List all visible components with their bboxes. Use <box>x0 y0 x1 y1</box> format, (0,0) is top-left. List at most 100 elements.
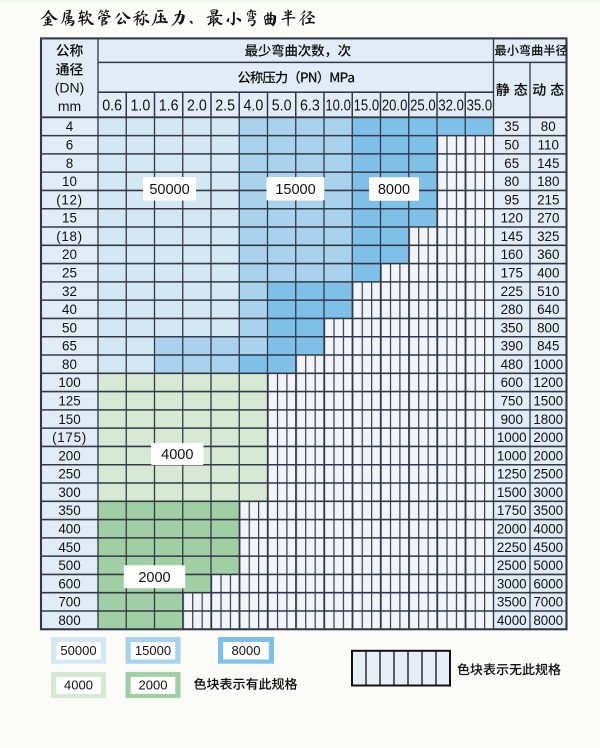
svg-text:1200: 1200 <box>533 375 563 390</box>
svg-text:15000: 15000 <box>135 643 171 658</box>
svg-text:(18): (18) <box>56 229 83 244</box>
svg-text:400: 400 <box>537 265 559 280</box>
svg-text:80: 80 <box>541 119 556 134</box>
svg-text:8000: 8000 <box>232 643 261 658</box>
svg-text:280: 280 <box>501 302 523 317</box>
svg-text:(DN): (DN) <box>55 80 85 96</box>
svg-text:8000: 8000 <box>378 182 410 198</box>
svg-text:200: 200 <box>58 448 80 463</box>
svg-text:1000: 1000 <box>497 448 527 463</box>
svg-text:150: 150 <box>58 412 80 427</box>
svg-text:600: 600 <box>58 576 80 591</box>
svg-text:80: 80 <box>504 174 519 189</box>
svg-text:215: 215 <box>537 192 559 207</box>
svg-text:65: 65 <box>504 156 519 171</box>
svg-text:845: 845 <box>537 339 559 354</box>
svg-text:325: 325 <box>537 229 559 244</box>
svg-text:40: 40 <box>62 302 77 317</box>
svg-text:0.6: 0.6 <box>102 98 122 115</box>
svg-text:110: 110 <box>538 137 559 152</box>
svg-text:270: 270 <box>537 211 559 226</box>
svg-text:700: 700 <box>58 595 80 610</box>
svg-text:50000: 50000 <box>149 182 189 198</box>
svg-text:1000: 1000 <box>497 430 527 445</box>
svg-text:350: 350 <box>501 320 523 335</box>
svg-text:25.0: 25.0 <box>410 98 436 115</box>
svg-text:350: 350 <box>58 503 80 518</box>
svg-text:25: 25 <box>62 265 77 280</box>
svg-text:4000: 4000 <box>64 678 93 693</box>
svg-text:(12): (12) <box>56 192 83 207</box>
svg-text:10: 10 <box>62 174 77 189</box>
svg-text:10.0: 10.0 <box>325 98 351 115</box>
svg-text:1500: 1500 <box>533 393 563 408</box>
svg-text:8000: 8000 <box>533 613 563 628</box>
svg-text:1800: 1800 <box>533 412 563 427</box>
svg-text:145: 145 <box>501 229 523 244</box>
svg-text:2250: 2250 <box>497 540 527 555</box>
svg-text:480: 480 <box>501 357 523 372</box>
svg-text:6: 6 <box>66 137 73 152</box>
svg-text:1750: 1750 <box>497 503 527 518</box>
svg-text:2.0: 2.0 <box>187 98 207 115</box>
svg-text:2000: 2000 <box>497 521 527 536</box>
svg-text:2.5: 2.5 <box>215 98 235 115</box>
svg-text:4000: 4000 <box>497 613 527 628</box>
svg-text:145: 145 <box>537 156 559 171</box>
svg-text:3500: 3500 <box>497 595 527 610</box>
svg-text:600: 600 <box>501 375 523 390</box>
svg-text:35: 35 <box>504 119 519 134</box>
svg-text:120: 120 <box>501 211 523 226</box>
svg-text:800: 800 <box>58 613 80 628</box>
svg-text:300: 300 <box>58 485 80 500</box>
svg-text:mm: mm <box>58 98 81 114</box>
svg-text:450: 450 <box>58 540 80 555</box>
svg-text:50000: 50000 <box>60 643 96 658</box>
svg-text:640: 640 <box>537 302 559 317</box>
svg-text:2500: 2500 <box>533 467 563 482</box>
svg-text:225: 225 <box>501 284 523 299</box>
svg-text:6000: 6000 <box>533 576 563 591</box>
svg-text:20.0: 20.0 <box>382 98 408 115</box>
svg-text:95: 95 <box>504 192 519 207</box>
svg-text:500: 500 <box>58 558 80 573</box>
svg-text:100: 100 <box>58 375 80 390</box>
svg-text:35.0: 35.0 <box>467 98 493 115</box>
svg-text:3000: 3000 <box>533 485 563 500</box>
svg-text:360: 360 <box>537 247 559 262</box>
svg-text:750: 750 <box>501 393 523 408</box>
svg-text:1250: 1250 <box>497 467 527 482</box>
svg-text:2000: 2000 <box>533 430 563 445</box>
svg-text:125: 125 <box>58 393 80 408</box>
svg-text:900: 900 <box>501 412 523 427</box>
svg-text:1000: 1000 <box>533 357 563 372</box>
svg-text:50: 50 <box>62 320 77 335</box>
svg-text:4500: 4500 <box>533 540 563 555</box>
svg-text:50: 50 <box>504 137 519 152</box>
svg-text:8: 8 <box>66 156 73 171</box>
svg-text:175: 175 <box>501 265 523 280</box>
svg-text:5.0: 5.0 <box>272 98 292 115</box>
svg-text:1.0: 1.0 <box>130 98 150 115</box>
svg-text:15000: 15000 <box>275 182 315 198</box>
svg-text:2000: 2000 <box>138 570 170 586</box>
svg-text:2000: 2000 <box>533 448 563 463</box>
svg-text:1.6: 1.6 <box>159 98 179 115</box>
svg-text:5000: 5000 <box>533 558 563 573</box>
svg-text:32.0: 32.0 <box>438 98 464 115</box>
svg-text:4000: 4000 <box>533 521 563 536</box>
svg-text:4.0: 4.0 <box>243 98 263 115</box>
svg-text:(175): (175) <box>52 430 87 445</box>
svg-text:3000: 3000 <box>497 576 527 591</box>
svg-text:32: 32 <box>62 284 77 299</box>
svg-text:250: 250 <box>58 467 80 482</box>
svg-text:80: 80 <box>62 357 77 372</box>
svg-text:2500: 2500 <box>497 558 527 573</box>
svg-text:4000: 4000 <box>161 447 193 463</box>
svg-text:510: 510 <box>537 284 559 299</box>
svg-text:15.0: 15.0 <box>354 98 380 115</box>
svg-text:180: 180 <box>537 174 559 189</box>
svg-text:7000: 7000 <box>533 595 563 610</box>
svg-text:400: 400 <box>58 521 80 536</box>
svg-text:2000: 2000 <box>139 678 168 693</box>
